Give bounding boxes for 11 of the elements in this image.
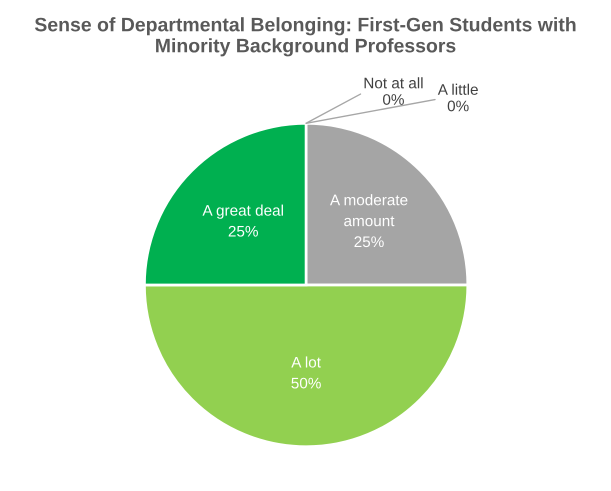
data-label: 25% [228,226,258,237]
slice-label: A moderate amount [330,194,408,226]
data-label: 25% [354,236,384,248]
chart-title: Sense of Departmental Belonging: First-Gen Students with Minority Background Professors [34,17,576,56]
data-label: 50% [291,378,321,389]
text: 0% [448,100,469,112]
category-label: A little [438,84,478,95]
slice-label: A lot [291,356,321,368]
category-label: Not at all [364,77,423,88]
slice-label: A great deal [202,204,283,219]
text: 0% [383,94,404,105]
